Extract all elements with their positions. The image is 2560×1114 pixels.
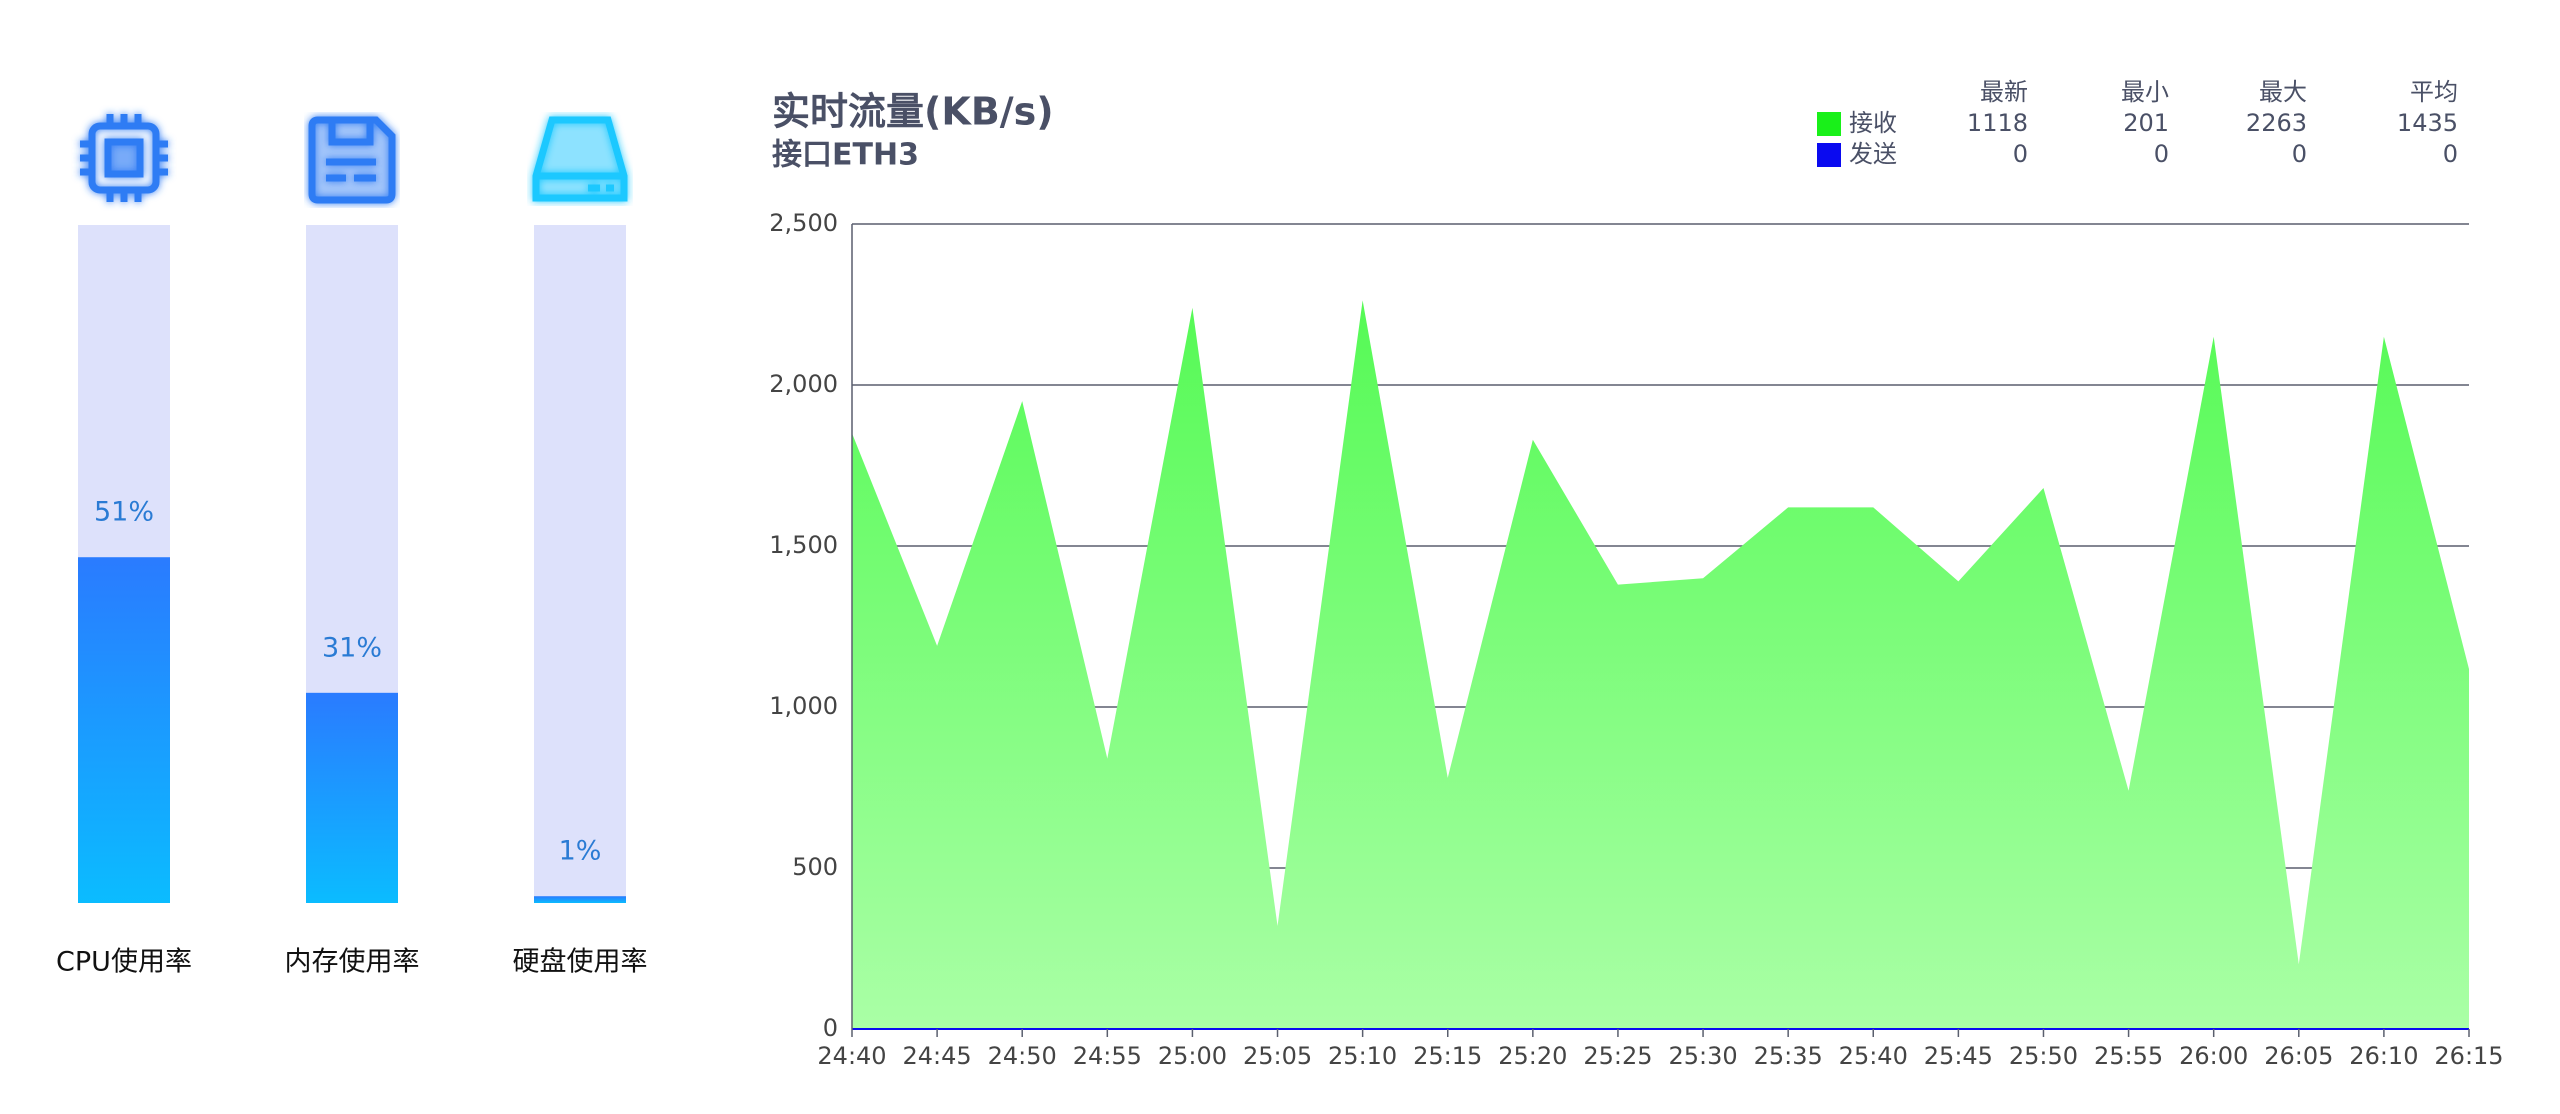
value-label: 31% bbox=[322, 632, 382, 663]
legend-value: 2263 bbox=[2246, 109, 2307, 137]
x-tick-label: 24:55 bbox=[1073, 1042, 1142, 1070]
x-tick-label: 25:30 bbox=[1668, 1042, 1737, 1070]
legend-swatch bbox=[1817, 143, 1841, 167]
x-tick-label: 25:15 bbox=[1413, 1042, 1482, 1070]
legend-column-header: 平均 bbox=[2410, 78, 2458, 106]
x-tick-label: 25:10 bbox=[1328, 1042, 1397, 1070]
x-tick-label: 26:00 bbox=[2179, 1042, 2248, 1070]
x-tick-label: 25:20 bbox=[1498, 1042, 1567, 1070]
x-tick-label: 24:40 bbox=[817, 1042, 886, 1070]
bar bbox=[534, 896, 626, 903]
legend-column-header: 最大 bbox=[2259, 78, 2307, 106]
category-label: 硬盘使用率 bbox=[513, 947, 648, 978]
y-tick-label: 1,500 bbox=[769, 531, 838, 559]
legend-value: 0 bbox=[2013, 140, 2028, 168]
x-tick-label: 25:40 bbox=[1839, 1042, 1908, 1070]
x-tick-label: 26:10 bbox=[2349, 1042, 2418, 1070]
y-tick-label: 2,000 bbox=[769, 370, 838, 398]
disk-icon bbox=[532, 116, 628, 202]
bar bbox=[306, 692, 398, 903]
legend-value: 1435 bbox=[2397, 109, 2458, 137]
x-tick-label: 25:45 bbox=[1924, 1042, 1993, 1070]
area bbox=[852, 300, 2469, 1030]
bar bbox=[78, 557, 170, 903]
legend-value: 0 bbox=[2154, 140, 2169, 168]
value-label: 1% bbox=[559, 836, 602, 867]
legend-value: 0 bbox=[2443, 140, 2458, 168]
x-tick-label: 24:50 bbox=[988, 1042, 1057, 1070]
y-tick-label: 2,500 bbox=[769, 209, 838, 237]
x-tick-label: 25:05 bbox=[1243, 1042, 1312, 1070]
legend-value: 201 bbox=[2123, 109, 2169, 137]
chart-title: 实时流量(KB/s) bbox=[772, 90, 1054, 134]
legend-value: 0 bbox=[2292, 140, 2307, 168]
x-tick-label: 24:45 bbox=[903, 1042, 972, 1070]
y-tick-label: 1,000 bbox=[769, 692, 838, 720]
legend-swatch bbox=[1817, 112, 1841, 136]
x-tick-label: 25:50 bbox=[2009, 1042, 2078, 1070]
x-tick-label: 26:05 bbox=[2264, 1042, 2333, 1070]
y-tick-label: 0 bbox=[823, 1014, 838, 1042]
legend-value: 1118 bbox=[1967, 109, 2028, 137]
x-tick-label: 25:25 bbox=[1583, 1042, 1652, 1070]
memory-icon bbox=[308, 116, 396, 204]
cpu-icon bbox=[80, 114, 168, 202]
x-tick-label: 25:55 bbox=[2094, 1042, 2163, 1070]
legend-column-header: 最小 bbox=[2121, 78, 2169, 106]
x-tick-label: 25:00 bbox=[1158, 1042, 1227, 1070]
category-label: 内存使用率 bbox=[285, 947, 420, 978]
legend-label: 发送 bbox=[1849, 140, 1897, 168]
category-label: CPU使用率 bbox=[56, 947, 192, 978]
chart-subtitle: 接口ETH3 bbox=[772, 138, 919, 173]
legend-label: 接收 bbox=[1849, 109, 1897, 137]
legend-column-header: 最新 bbox=[1980, 78, 2028, 106]
bar-track bbox=[534, 225, 626, 903]
value-label: 51% bbox=[94, 497, 154, 528]
x-tick-label: 26:15 bbox=[2434, 1042, 2503, 1070]
x-tick-label: 25:35 bbox=[1754, 1042, 1823, 1070]
y-tick-label: 500 bbox=[792, 853, 838, 881]
